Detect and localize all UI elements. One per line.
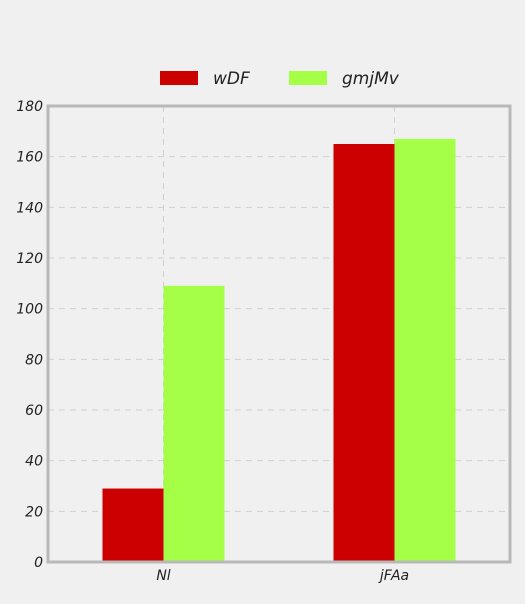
y-axis-ticks: 0 20 40 60 80 100 120 140 160 180 xyxy=(16,99,43,571)
bar-gmjMv-Nl xyxy=(163,285,225,562)
legend-swatch-wDF xyxy=(160,71,198,85)
y-tick-label: 40 xyxy=(25,454,43,470)
legend: wDF gmjMv xyxy=(160,69,400,89)
x-tick-label: jFAa xyxy=(378,568,409,584)
y-tick-label: 140 xyxy=(16,200,43,216)
y-tick-label: 180 xyxy=(16,99,43,115)
legend-swatch-gmjMv xyxy=(289,71,327,85)
legend-label-wDF: wDF xyxy=(213,69,250,89)
y-tick-label: 80 xyxy=(25,352,43,368)
bar-wDF-jFAa xyxy=(333,144,395,562)
y-tick-label: 20 xyxy=(25,504,43,520)
bar-gmjMv-jFAa xyxy=(394,138,456,562)
y-tick-label: 160 xyxy=(16,150,43,166)
y-tick-label: 0 xyxy=(34,555,43,571)
plot-area-frame xyxy=(46,104,512,564)
bar-wDF-Nl xyxy=(102,488,164,562)
legend-label-gmjMv: gmjMv xyxy=(342,69,400,89)
bars xyxy=(102,138,456,562)
y-tick-label: 100 xyxy=(16,302,43,318)
y-tick-label: 60 xyxy=(25,403,43,419)
x-tick-label: Nl xyxy=(156,568,170,584)
x-axis-ticks: Nl jFAa xyxy=(156,568,409,584)
y-tick-label: 120 xyxy=(16,251,43,267)
